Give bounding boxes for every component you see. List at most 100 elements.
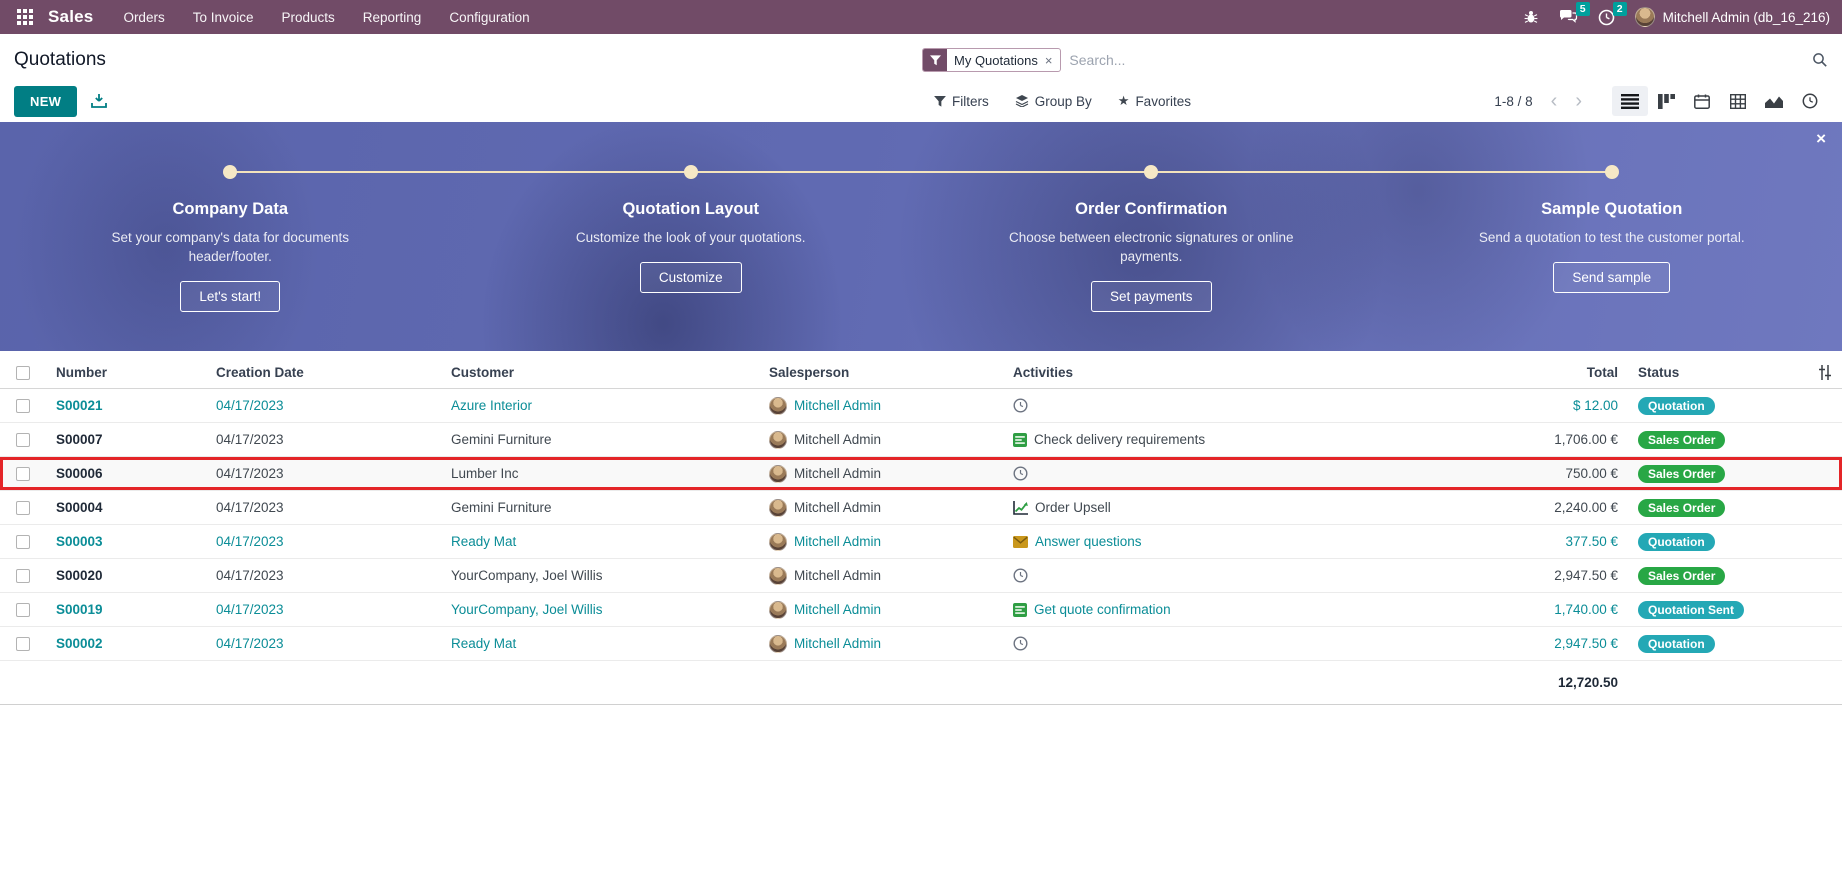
row-activity[interactable]: Order Upsell	[1003, 500, 1498, 515]
apps-menu-icon[interactable]	[12, 4, 38, 30]
row-number[interactable]: S00004	[56, 500, 103, 515]
column-header-creation-date[interactable]: Creation Date	[216, 365, 304, 380]
debug-bug-icon[interactable]	[1523, 9, 1539, 25]
row-activity[interactable]	[1003, 636, 1498, 651]
column-header-customer[interactable]: Customer	[451, 365, 515, 380]
activity-label[interactable]: Order Upsell	[1035, 500, 1111, 515]
row-number[interactable]: S00019	[56, 602, 103, 617]
row-number[interactable]: S00003	[56, 534, 103, 549]
kanban-view-button[interactable]	[1648, 86, 1684, 116]
row-customer[interactable]: Gemini Furniture	[451, 432, 552, 447]
nav-item-reporting[interactable]: Reporting	[362, 9, 422, 25]
row-checkbox[interactable]	[16, 466, 30, 481]
select-all-checkbox[interactable]	[16, 365, 30, 380]
row-activity[interactable]: Answer questions	[1003, 534, 1498, 549]
list-view-button[interactable]	[1612, 86, 1648, 116]
row-customer[interactable]: YourCompany, Joel Willis	[451, 568, 603, 583]
nav-menu: Orders To Invoice Products Reporting Con…	[111, 2, 541, 33]
table-row[interactable]: S00007 04/17/2023 Gemini Furniture Mitchell…	[0, 423, 1842, 457]
row-total: 750.00 €	[1565, 466, 1618, 481]
group-by-button[interactable]: Group By	[1015, 94, 1092, 109]
row-number[interactable]: S00021	[56, 398, 103, 413]
customize-button[interactable]: Customize	[639, 261, 742, 293]
column-header-activities[interactable]: Activities	[1013, 365, 1074, 380]
table-row[interactable]: S00003 04/17/2023 Ready Mat Mitchell Admin A…	[0, 525, 1842, 559]
row-activity[interactable]: Get quote confirmation	[1003, 602, 1498, 617]
activity-view-button[interactable]	[1792, 86, 1828, 116]
graph-view-button[interactable]	[1756, 86, 1792, 116]
row-customer[interactable]: Ready Mat	[451, 534, 517, 549]
row-customer[interactable]: Azure Interior	[451, 398, 533, 413]
nav-item-orders[interactable]: Orders	[123, 9, 165, 25]
activity-label[interactable]: Answer questions	[1035, 534, 1142, 549]
column-header-status[interactable]: Status	[1638, 365, 1680, 380]
activity-clock-icon	[1013, 466, 1028, 481]
row-number[interactable]: S00006	[56, 466, 103, 481]
table-row[interactable]: S00020 04/17/2023 YourCompany, Joel Willis…	[0, 559, 1842, 593]
row-number[interactable]: S00020	[56, 568, 103, 583]
table-row[interactable]: S00004 04/17/2023 Gemini Furniture Mitchell…	[0, 491, 1842, 525]
pager-prev-icon[interactable]: ‹	[1550, 90, 1558, 112]
row-checkbox[interactable]	[16, 432, 30, 447]
column-header-salesperson[interactable]: Salesperson	[769, 365, 850, 380]
row-activity[interactable]	[1003, 466, 1498, 481]
nav-item-products[interactable]: Products	[281, 9, 335, 25]
filters-label: Filters	[952, 93, 989, 109]
row-customer[interactable]: YourCompany, Joel Willis	[451, 602, 603, 617]
row-checkbox[interactable]	[16, 500, 30, 515]
star-icon: ★	[1117, 93, 1130, 108]
table-row[interactable]: S00019 04/17/2023 YourCompany, Joel Willis…	[0, 593, 1842, 627]
optional-columns-icon[interactable]	[1818, 365, 1832, 380]
lets-start-button[interactable]: Let's start!	[180, 280, 281, 312]
table-row[interactable]: S00002 04/17/2023 Ready Mat Mitchell Admin 2…	[0, 627, 1842, 661]
table-row[interactable]: S00021 04/17/2023 Azure Interior Mitchell A…	[0, 389, 1842, 423]
row-customer[interactable]: Gemini Furniture	[451, 500, 552, 515]
salesperson-avatar	[769, 396, 787, 415]
row-customer[interactable]: Lumber Inc	[451, 466, 519, 481]
row-activity[interactable]	[1003, 568, 1498, 583]
send-sample-button[interactable]: Send sample	[1553, 261, 1671, 293]
row-checkbox[interactable]	[16, 534, 30, 549]
export-download-icon[interactable]	[91, 93, 108, 109]
filters-button[interactable]: Filters	[934, 94, 989, 109]
row-customer[interactable]: Ready Mat	[451, 636, 517, 651]
salesperson-avatar	[769, 566, 787, 585]
pivot-view-button[interactable]	[1720, 86, 1756, 116]
favorites-button[interactable]: ★ Favorites	[1118, 93, 1191, 109]
messages-icon[interactable]: 5	[1559, 2, 1590, 25]
search-bar[interactable]: My Quotations ×	[922, 44, 1828, 76]
nav-item-to-invoice[interactable]: To Invoice	[192, 9, 254, 25]
search-facet[interactable]: My Quotations ×	[922, 48, 1062, 72]
nav-item-configuration[interactable]: Configuration	[449, 9, 530, 25]
top-navbar: Sales Orders To Invoice Products Reporti…	[0, 0, 1842, 34]
user-menu[interactable]: Mitchell Admin (db_16_216)	[1634, 7, 1830, 27]
row-activity[interactable]	[1003, 398, 1498, 413]
row-activity[interactable]: Check delivery requirements	[1003, 432, 1498, 447]
row-salesperson: Mitchell Admin	[759, 600, 1003, 619]
column-header-number[interactable]: Number	[56, 365, 108, 380]
table-row[interactable]: S00006 04/17/2023 Lumber Inc Mitchell Admin…	[0, 457, 1842, 491]
control-panel: Quotations My Quotations × NEW Filters	[0, 34, 1842, 122]
row-checkbox[interactable]	[16, 602, 30, 617]
row-salesperson: Mitchell Admin	[759, 566, 1003, 585]
row-checkbox[interactable]	[16, 636, 30, 651]
salesperson-avatar	[769, 464, 787, 483]
activities-clock-icon[interactable]: 2	[1598, 1, 1627, 26]
row-number[interactable]: S00007	[56, 432, 103, 447]
row-number[interactable]: S00002	[56, 636, 103, 651]
app-name[interactable]: Sales	[48, 7, 94, 26]
search-input[interactable]	[1069, 52, 1804, 68]
row-checkbox[interactable]	[16, 568, 30, 583]
activity-label[interactable]: Check delivery requirements	[1034, 432, 1206, 447]
salesperson-name: Mitchell Admin	[794, 398, 882, 413]
activity-label[interactable]: Get quote confirmation	[1034, 602, 1171, 617]
set-payments-button[interactable]: Set payments	[1090, 280, 1212, 312]
banner-close-icon[interactable]: ×	[1816, 129, 1826, 148]
facet-remove-icon[interactable]: ×	[1044, 52, 1053, 68]
calendar-view-button[interactable]	[1684, 86, 1720, 116]
row-checkbox[interactable]	[16, 398, 30, 413]
search-magnifier-icon[interactable]	[1812, 52, 1828, 68]
new-button[interactable]: NEW	[14, 85, 78, 117]
pager-next-icon[interactable]: ›	[1575, 90, 1582, 112]
column-header-total[interactable]: Total	[1586, 365, 1618, 380]
